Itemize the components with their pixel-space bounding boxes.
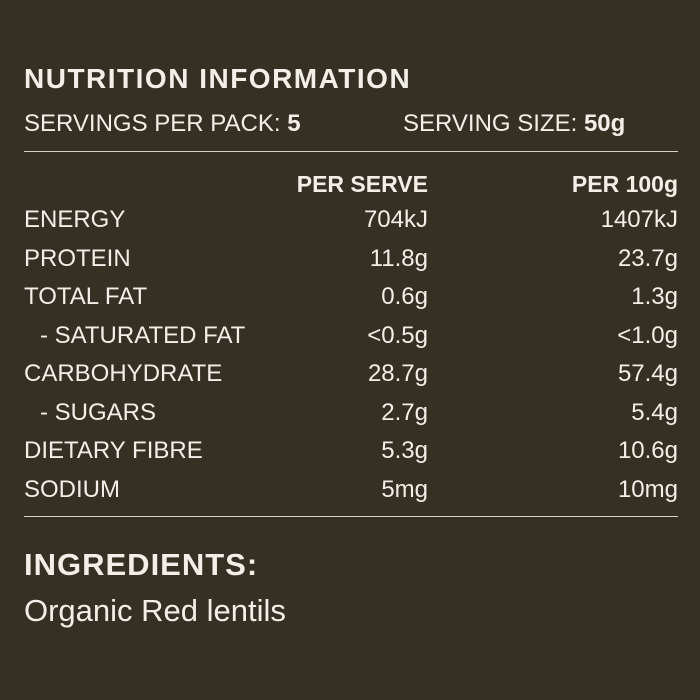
- nutrient-name: CARBOHYDRATE: [24, 360, 223, 387]
- per-serve-value: 704kJ: [363, 206, 428, 233]
- per-serve-value: 11.8g: [369, 244, 428, 272]
- nutrient-name: - SUGARS: [40, 398, 157, 426]
- per-100g-value: 23.7g: [617, 244, 678, 272]
- per-100g-value: 10mg: [617, 475, 678, 503]
- nutrition-row-protein: PROTEIN 11.8g 23.7g: [24, 241, 678, 280]
- per-serve-value: 5mg: [381, 475, 428, 503]
- per-100g-value: 57.4g: [617, 360, 678, 387]
- nutrition-row-carbohydrate: CARBOHYDRATE 28.7g 57.4g: [24, 356, 678, 395]
- nutrition-row-dietary-fibre: DIETARY FIBRE 5.3g 10.6g: [24, 433, 678, 472]
- per-serve-header: PER SERVE: [296, 171, 428, 197]
- per-serve-value: 28.7g: [367, 360, 428, 387]
- nutrition-row-total-fat: TOTAL FAT 0.6g 1.3g: [24, 279, 678, 318]
- per-serve-value: <0.5g: [367, 321, 428, 349]
- per-100g-value: 1407kJ: [600, 206, 678, 233]
- nutrient-name: - SATURATED FAT: [40, 321, 246, 349]
- nutrition-row-sugars: - SUGARS 2.7g 5.4g: [24, 395, 678, 434]
- nutrient-name: DIETARY FIBRE: [24, 437, 203, 464]
- nutrition-title: NUTRITION INFORMATION: [24, 63, 412, 94]
- per-serve-value: 5.3g: [381, 437, 428, 464]
- serving-size: SERVING SIZE: 50g: [403, 108, 625, 140]
- per-100g-value: 1.3g: [631, 283, 678, 310]
- serving-size-value: 50g: [583, 110, 626, 137]
- servings-per-pack-label: SERVINGS PER PACK:: [24, 110, 281, 137]
- nutrition-row-energy: ENERGY 704kJ 1407kJ: [24, 202, 678, 241]
- per-serve-value: 0.6g: [381, 283, 428, 310]
- nutrient-name: ENERGY: [24, 206, 126, 233]
- serving-size-label: SERVING SIZE:: [403, 110, 578, 137]
- nutrition-table: ENERGY 704kJ 1407kJ PROTEIN 11.8g 23.7g …: [24, 202, 678, 510]
- per-serve-value: 2.7g: [381, 398, 428, 426]
- per-100g-header: PER 100g: [571, 171, 678, 197]
- bottom-divider: [24, 516, 678, 517]
- per-100g-value: 10.6g: [617, 437, 678, 464]
- nutrition-table-header: PER SERVE PER 100g: [24, 168, 678, 200]
- servings-per-pack-value: 5: [287, 110, 301, 137]
- nutrient-name: SODIUM: [24, 475, 120, 503]
- nutrition-row-sodium: SODIUM 5mg 10mg: [24, 472, 678, 511]
- ingredients-title: INGREDIENTS:: [24, 547, 259, 582]
- top-divider: [24, 151, 678, 152]
- per-100g-value: <1.0g: [617, 321, 678, 349]
- nutrient-name: PROTEIN: [24, 244, 131, 272]
- nutrition-row-saturated-fat: - SATURATED FAT <0.5g <1.0g: [24, 318, 678, 357]
- servings-per-pack: SERVINGS PER PACK: 5: [24, 108, 301, 140]
- nutrient-name: TOTAL FAT: [24, 283, 148, 310]
- ingredients-text: Organic Red lentils: [24, 593, 286, 628]
- per-100g-value: 5.4g: [631, 398, 678, 426]
